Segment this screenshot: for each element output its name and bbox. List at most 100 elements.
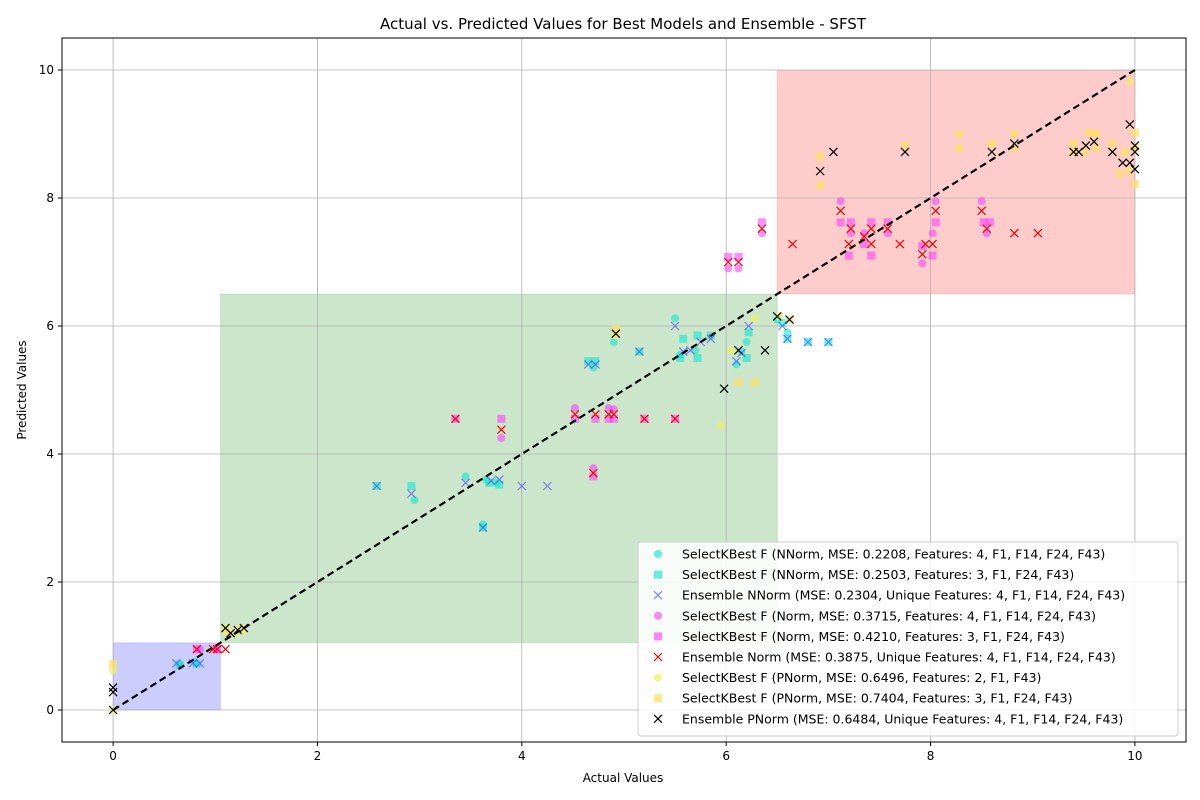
data-point-series-5 xyxy=(928,251,937,260)
data-point-series-3 xyxy=(583,359,593,369)
data-point-series-9 xyxy=(1125,119,1135,129)
data-point-series-3 xyxy=(486,476,496,486)
data-point-series-8 xyxy=(109,659,118,668)
data-point-series-8 xyxy=(987,139,996,148)
data-point-series-6 xyxy=(221,644,230,654)
data-point-series-6 xyxy=(192,644,202,654)
data-point-series-8 xyxy=(611,325,620,334)
data-point-series-6 xyxy=(883,224,893,234)
data-point-series-2 xyxy=(679,334,688,343)
x-tick-label: 10 xyxy=(1127,749,1142,763)
legend-label-3: Ensemble NNorm (MSE: 0.2304, Unique Feat… xyxy=(682,588,1125,603)
data-point-series-4 xyxy=(724,264,733,273)
data-point-series-6 xyxy=(859,231,869,241)
data-point-series-8 xyxy=(1010,144,1019,153)
data-point-series-5 xyxy=(931,218,940,227)
data-point-series-2 xyxy=(175,661,184,670)
data-point-series-4 xyxy=(836,197,845,206)
data-point-series-9 xyxy=(1074,147,1084,157)
data-point-series-4 xyxy=(757,229,766,238)
data-point-series-8 xyxy=(750,378,759,387)
data-point-series-6 xyxy=(208,644,218,654)
x-tick-label: 8 xyxy=(927,749,935,763)
data-point-series-6 xyxy=(866,224,876,234)
data-point-series-5 xyxy=(589,472,598,481)
data-point-series-5 xyxy=(609,414,618,423)
data-point-series-6 xyxy=(450,414,460,424)
data-point-series-8 xyxy=(1092,130,1101,138)
data-point-series-6 xyxy=(982,224,992,234)
x-tick-label: 0 xyxy=(109,749,117,763)
data-point-series-3 xyxy=(744,321,754,331)
data-point-series-9 xyxy=(772,311,782,321)
data-point-series-9 xyxy=(734,345,743,355)
data-point-series-1 xyxy=(589,363,598,372)
legend-label-2: SelectKBest F (NNorm, MSE: 0.2503, Featu… xyxy=(682,567,1074,582)
legend-label-9: Ensemble PNorm (MSE: 0.6484, Unique Feat… xyxy=(682,711,1123,726)
data-point-series-8 xyxy=(1125,167,1134,176)
data-point-series-5 xyxy=(867,218,876,227)
data-point-series-2 xyxy=(407,482,416,490)
data-point-series-2 xyxy=(693,331,702,340)
legend-label-7: SelectKBest F (PNorm, MSE: 0.6496, Featu… xyxy=(682,670,1041,685)
data-point-series-3 xyxy=(823,337,833,347)
data-point-series-9 xyxy=(1130,164,1140,174)
data-point-series-8 xyxy=(1130,128,1139,137)
data-point-series-9 xyxy=(108,687,118,697)
data-point-series-5 xyxy=(883,218,892,227)
data-point-series-6 xyxy=(931,206,941,216)
data-point-series-8 xyxy=(1130,144,1139,153)
data-point-series-7 xyxy=(727,346,736,355)
data-point-series-8 xyxy=(816,181,825,190)
data-point-series-6 xyxy=(1033,228,1043,238)
data-point-series-8 xyxy=(816,152,825,161)
data-point-series-5 xyxy=(724,252,733,261)
data-point-series-3 xyxy=(542,481,552,491)
data-point-series-2 xyxy=(676,354,685,362)
x-tick-label: 4 xyxy=(518,749,526,763)
data-point-series-9 xyxy=(719,384,729,394)
data-point-series-3 xyxy=(803,337,813,347)
data-point-series-3 xyxy=(372,481,382,491)
axes-frame xyxy=(61,37,1187,743)
y-tick-label: 0 xyxy=(46,703,54,717)
data-point-series-5 xyxy=(497,414,506,423)
data-point-series-9 xyxy=(108,683,118,693)
data-point-series-4 xyxy=(497,434,506,442)
data-point-series-6 xyxy=(588,468,598,478)
data-point-series-2 xyxy=(742,354,751,362)
data-point-series-1 xyxy=(783,328,792,337)
data-point-series-5 xyxy=(570,414,579,423)
data-point-series-7 xyxy=(750,314,759,323)
data-point-series-5 xyxy=(846,218,855,227)
data-point-series-9 xyxy=(1118,158,1128,168)
data-point-series-8 xyxy=(1130,179,1139,188)
data-point-series-6 xyxy=(670,414,680,424)
data-point-series-9 xyxy=(815,166,825,176)
legend-marker-3 xyxy=(653,590,663,600)
data-point-series-9 xyxy=(1130,147,1140,157)
data-point-series-9 xyxy=(1108,147,1117,157)
data-point-series-6 xyxy=(570,409,580,419)
reference-line xyxy=(112,69,1136,711)
data-point-series-6 xyxy=(977,206,987,216)
data-point-series-5 xyxy=(867,251,876,260)
data-point-series-8 xyxy=(1092,144,1101,153)
data-point-series-9 xyxy=(785,315,794,325)
y-tick-label: 4 xyxy=(46,447,54,461)
data-point-series-3 xyxy=(494,475,504,485)
data-point-series-8 xyxy=(1120,147,1129,156)
data-point-series-6 xyxy=(1009,228,1019,238)
data-point-series-8 xyxy=(1079,147,1088,156)
data-point-series-7 xyxy=(109,666,118,675)
legend-label-1: SelectKBest F (NNorm, MSE: 0.2208, Featu… xyxy=(682,547,1105,562)
data-point-series-7 xyxy=(775,312,784,321)
data-point-series-1 xyxy=(671,314,680,323)
data-point-series-4 xyxy=(918,259,927,268)
data-point-series-6 xyxy=(212,644,222,654)
data-point-series-1 xyxy=(691,346,700,355)
data-point-series-8 xyxy=(901,141,909,150)
data-point-series-2 xyxy=(192,659,201,668)
data-point-series-4 xyxy=(982,229,991,238)
